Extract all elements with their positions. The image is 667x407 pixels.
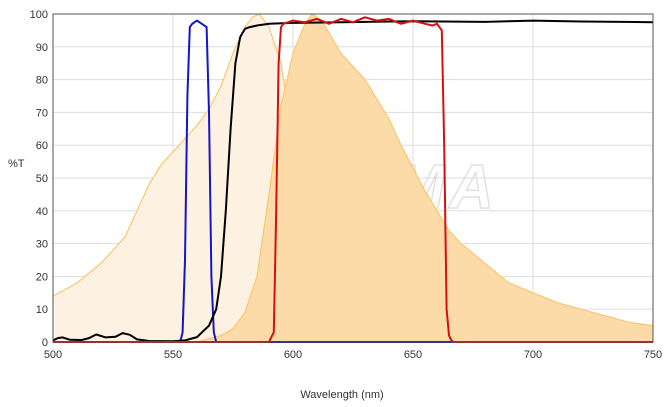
emission_spectrum-outline bbox=[196, 13, 654, 343]
dichroic-line bbox=[52, 19, 654, 343]
y-tick-label: 30 bbox=[36, 239, 48, 251]
plot-frame bbox=[52, 13, 654, 343]
y-tick-labels: 0 10 20 30 40 50 60 70 80 90 100 bbox=[30, 9, 48, 349]
x-tick-label: 550 bbox=[164, 349, 182, 361]
y-tick-label: 0 bbox=[42, 337, 48, 349]
y-tick-label: 20 bbox=[36, 271, 48, 283]
x-tick-label: 500 bbox=[44, 349, 62, 361]
x-tick-labels: 500 550 600 650 700 750 bbox=[44, 349, 662, 361]
x-axis-title: Wavelength (nm) bbox=[300, 389, 383, 401]
emission_filter-line bbox=[53, 16, 653, 343]
x-tick-label: 700 bbox=[524, 349, 542, 361]
excitation_spectrum-area bbox=[53, 14, 413, 342]
series-layer bbox=[52, 13, 654, 343]
x-tick-label: 600 bbox=[284, 349, 302, 361]
y-tick-label: 90 bbox=[36, 42, 48, 54]
y-tick-label: 80 bbox=[36, 75, 48, 87]
y-tick-label: 10 bbox=[36, 304, 48, 316]
y-axis-title: %T bbox=[8, 158, 25, 170]
y-tick-label: 60 bbox=[36, 140, 48, 152]
y-tick-label: 50 bbox=[36, 173, 48, 185]
y-tick-label: 100 bbox=[30, 9, 48, 21]
emission_spectrum-area bbox=[197, 14, 653, 342]
x-tick-label: 750 bbox=[644, 349, 662, 361]
y-tick-label: 70 bbox=[36, 107, 48, 119]
y-tick-label: 40 bbox=[36, 206, 48, 218]
excitation_filter-line bbox=[53, 19, 653, 343]
x-tick-label: 650 bbox=[404, 349, 422, 361]
